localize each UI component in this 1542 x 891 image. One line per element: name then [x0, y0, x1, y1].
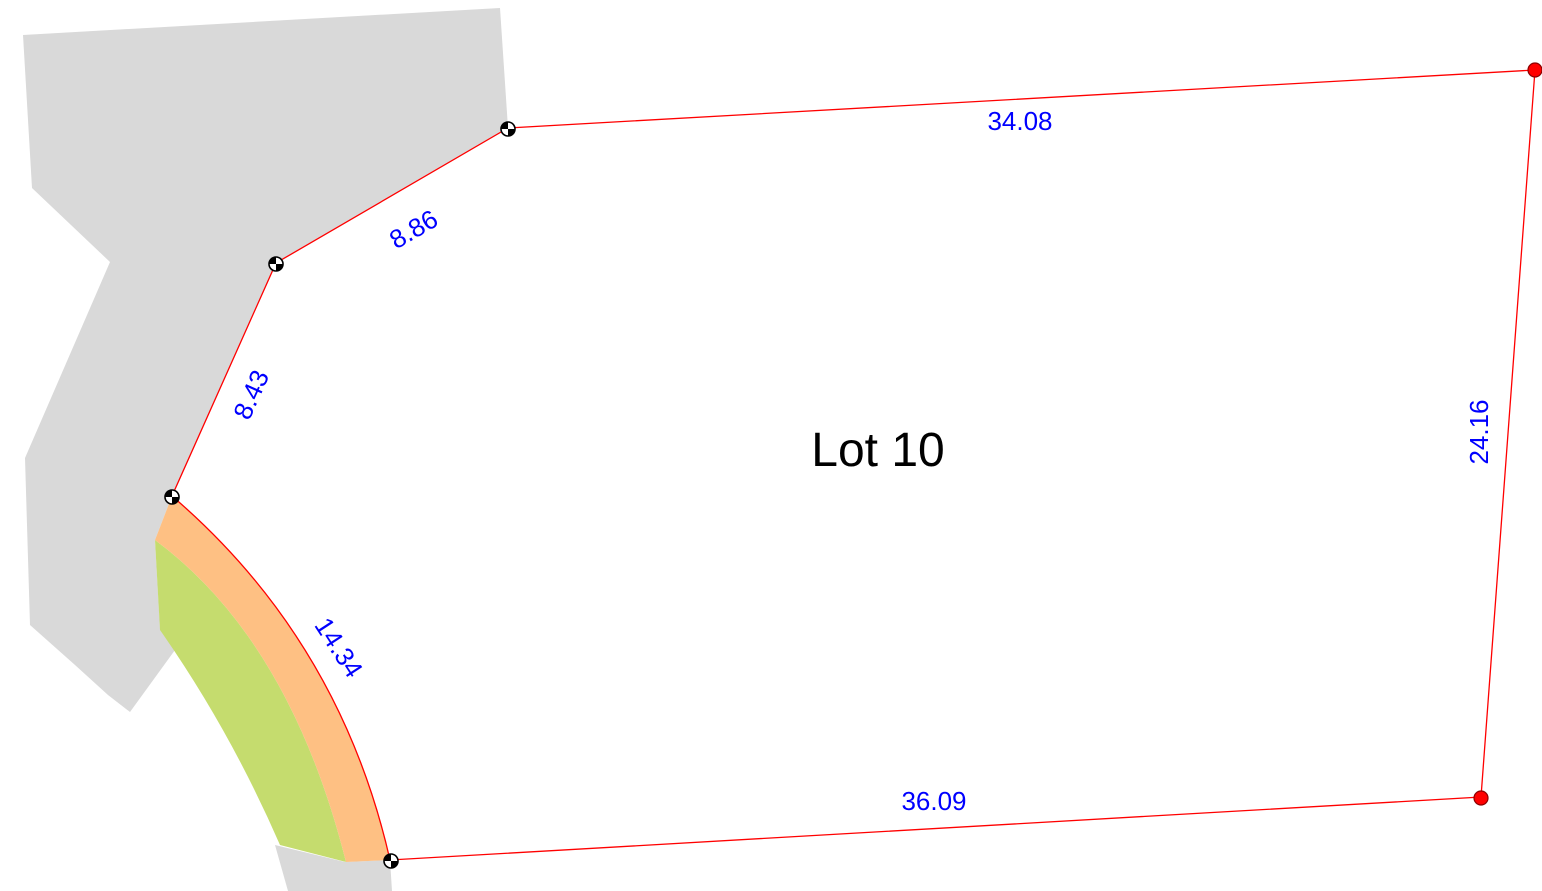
red-corner-dot-icon — [1527, 62, 1542, 78]
lot-boundary — [171, 69, 1536, 861]
dimension-upper-splay: 8.86 — [384, 203, 443, 254]
dimension-north-boundary: 34.08 — [987, 106, 1052, 136]
footpath-strip — [155, 496, 390, 862]
lot-label: Lot 10 — [811, 424, 944, 477]
survey-peg-icon — [383, 853, 399, 869]
dimension-south-boundary: 36.09 — [901, 786, 966, 816]
dimension-lower-splay: 8.43 — [227, 365, 275, 423]
road-reserve-lower — [275, 845, 392, 891]
survey-peg-icon — [500, 121, 516, 137]
road-reserve — [23, 8, 508, 712]
red-corner-dot-icon — [1473, 790, 1489, 806]
verge-strip — [155, 540, 346, 862]
dimension-east-boundary: 24.16 — [1464, 399, 1494, 464]
survey-peg-icon — [268, 256, 284, 272]
survey-peg-icon — [164, 489, 180, 505]
